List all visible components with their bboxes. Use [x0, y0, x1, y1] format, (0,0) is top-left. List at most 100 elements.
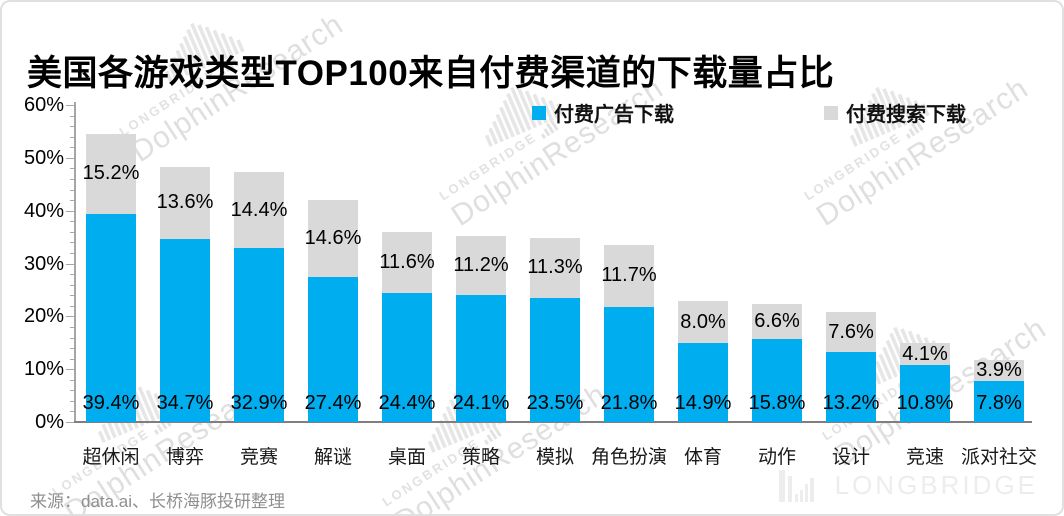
longbridge-logo: LONGBRIDGE: [778, 468, 1038, 502]
x-axis-label: 角色扮演: [590, 447, 668, 468]
y-axis-tick-label: 20%: [23, 305, 64, 328]
bar-label-paid-search: 11.7%: [601, 264, 657, 287]
y-axis-tick-mark: [70, 305, 74, 307]
y-axis-tick-mark: [70, 295, 74, 297]
y-axis-tick-mark: [70, 179, 74, 180]
bar-label-paid-ad: 23.5%: [526, 392, 584, 414]
bar-label-paid-ad: 7.8%: [976, 392, 1022, 414]
bar-segment-paid-search: [826, 312, 876, 353]
y-axis-tick-mark: [70, 231, 74, 233]
y-axis-tick-mark: [70, 379, 74, 381]
bar-label-paid-ad: 21.8%: [600, 392, 658, 414]
bar-segment-paid-search: [160, 166, 210, 239]
y-axis-tick-mark: [66, 157, 74, 159]
bar-segment-paid-ad: [86, 213, 136, 422]
bar-label-paid-search: 11.2%: [453, 253, 509, 276]
x-axis-label: 动作: [757, 447, 797, 468]
bar-segment-paid-search: [234, 172, 284, 249]
bar-label-paid-ad: 39.4%: [82, 392, 140, 414]
y-axis-tick-label: 0%: [35, 411, 64, 433]
x-axis-label: 解谜: [313, 447, 353, 468]
y-axis-tick-mark: [70, 252, 74, 254]
y-axis-tick-mark: [70, 189, 74, 191]
y-axis-tick-mark: [70, 242, 74, 244]
legend-swatch-paid-search-icon: [824, 105, 838, 120]
y-axis-tick-mark: [70, 348, 74, 349]
y-axis-tick-mark: [70, 274, 74, 276]
bar-label-paid-ad: 14.9%: [674, 392, 732, 414]
y-axis-tick-mark: [70, 136, 74, 138]
bar-segment-paid-search: [382, 231, 432, 294]
y-axis-tick-mark: [70, 168, 74, 170]
bar-segment-paid-ad: [382, 293, 432, 422]
y-axis-tick-mark: [70, 400, 74, 402]
x-axis-label: 竞速: [905, 447, 945, 468]
bar-label-paid-ad: 24.1%: [452, 392, 510, 414]
bar-label-paid-search: 8.0%: [680, 310, 726, 333]
page-title: 美国各游戏类型TOP100来自付费渠道的下载量占比: [27, 54, 835, 94]
legend-item-paid-search: 付费搜索下载: [824, 98, 966, 127]
x-axis-label: 超休闲: [82, 447, 140, 468]
y-axis-tick-mark: [70, 200, 74, 202]
bar-segment-paid-ad: [234, 248, 284, 422]
x-axis-label: 竞赛: [239, 447, 279, 468]
bar-label-paid-ad: 34.7%: [156, 392, 214, 414]
bar-label-paid-search: 3.9%: [976, 358, 1022, 381]
x-axis-label: 桌面: [387, 447, 427, 468]
bar-label-paid-search: 11.6%: [379, 250, 435, 273]
bar-segment-paid-search: [678, 301, 728, 344]
bar-label-paid-search: 14.6%: [304, 227, 362, 250]
bar-segment-paid-ad: [974, 380, 1024, 422]
bar-segment-paid-ad: [308, 277, 358, 422]
y-axis-tick-mark: [70, 326, 74, 328]
x-axis-line: [74, 421, 1032, 423]
x-axis-label: 派对社交: [960, 447, 1038, 468]
legend-swatch-paid-ad-icon: [532, 105, 546, 120]
bar-segment-paid-ad: [160, 238, 210, 422]
y-axis-tick-mark: [70, 147, 74, 149]
bar-label-paid-ad: 15.8%: [748, 392, 806, 414]
y-axis-tick-label: 60%: [23, 94, 64, 116]
y-axis-tick-label: 50%: [23, 146, 64, 169]
bar-segment-paid-search: [752, 303, 802, 339]
y-axis-tick-mark: [66, 316, 74, 318]
bar-segment-paid-search: [530, 238, 580, 298]
bar-segment-paid-ad: [604, 306, 654, 422]
y-axis-tick-mark: [66, 105, 74, 106]
bar-segment-paid-ad: [530, 297, 580, 422]
y-axis-tick-mark: [70, 126, 74, 128]
y-axis-tick-label: 30%: [23, 252, 64, 275]
legend-label-paid-ad: 付费广告下载: [554, 104, 674, 126]
y-axis-tick-label: 40%: [23, 199, 64, 222]
x-axis-label: 设计: [831, 447, 871, 468]
bar-label-paid-search: 6.6%: [754, 309, 800, 332]
bar-segment-paid-search: [974, 360, 1024, 381]
bar-segment-paid-search: [456, 235, 506, 295]
bar-label-paid-search: 4.1%: [902, 342, 948, 365]
bar-label-paid-ad: 32.9%: [230, 392, 288, 414]
x-axis-label: 策略: [461, 447, 501, 468]
y-axis-tick-mark: [66, 210, 74, 212]
y-axis-line: [74, 102, 76, 423]
bar-segment-paid-ad: [826, 352, 876, 422]
y-axis-tick-mark: [70, 284, 74, 286]
x-axis-label: 模拟: [535, 447, 575, 468]
bar-label-paid-search: 11.3%: [527, 256, 583, 279]
legend-item-paid-ad: 付费广告下载: [532, 98, 674, 127]
y-axis-tick-mark: [66, 263, 74, 265]
y-axis-tick-mark: [66, 369, 74, 371]
bar-segment-paid-ad: [678, 343, 728, 422]
y-axis-tick-mark: [70, 411, 74, 413]
bar-label-paid-search: 15.2%: [82, 162, 140, 185]
y-axis-tick-mark: [70, 358, 74, 360]
bar-label-paid-ad: 24.4%: [378, 392, 436, 414]
y-axis-tick-mark: [70, 115, 74, 117]
chart-legend: 付费广告下载 付费搜索下载: [532, 98, 966, 127]
y-axis-tick-mark: [70, 337, 74, 339]
longbridge-logo-text: LONGBRIDGE: [834, 469, 1038, 500]
bar-label-paid-search: 13.6%: [156, 191, 214, 214]
y-axis-tick-mark: [70, 221, 74, 223]
bar-label-paid-ad: 27.4%: [304, 392, 362, 414]
